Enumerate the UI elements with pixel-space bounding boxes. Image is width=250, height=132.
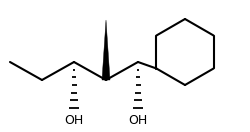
Text: OH: OH [128, 114, 148, 126]
Text: OH: OH [64, 114, 84, 126]
Polygon shape [102, 20, 110, 80]
